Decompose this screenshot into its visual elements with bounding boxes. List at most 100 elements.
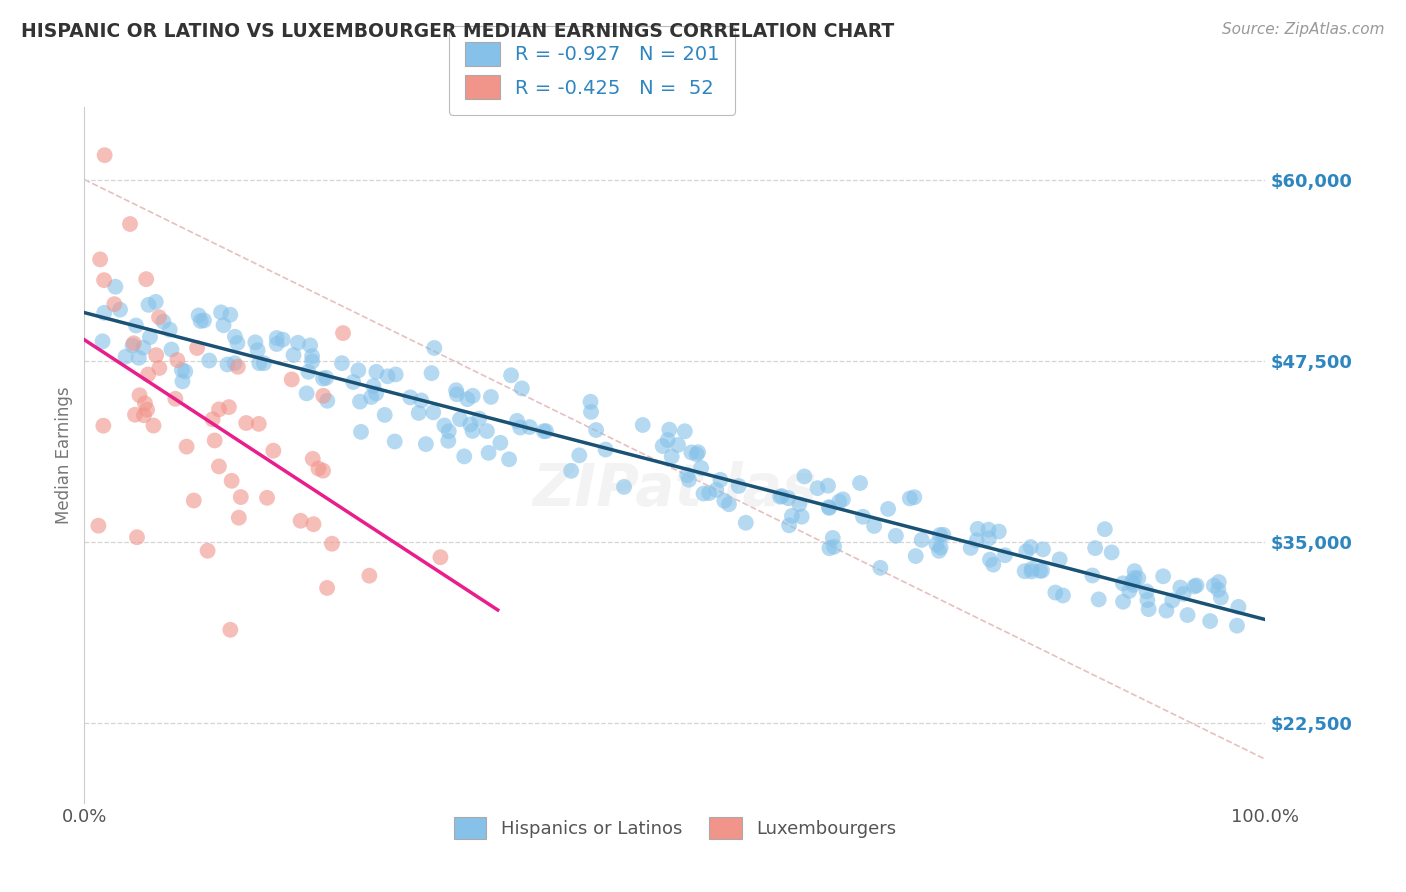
Point bbox=[1199, 614, 1222, 628]
Point bbox=[449, 412, 471, 426]
Point bbox=[1173, 587, 1195, 601]
Point bbox=[160, 343, 183, 357]
Point bbox=[692, 486, 714, 500]
Point bbox=[458, 417, 481, 432]
Point bbox=[219, 308, 242, 322]
Point bbox=[979, 552, 1001, 566]
Point bbox=[342, 375, 364, 389]
Point bbox=[350, 425, 373, 439]
Point bbox=[519, 420, 541, 434]
Point bbox=[453, 450, 475, 464]
Point bbox=[246, 343, 269, 358]
Point bbox=[235, 416, 257, 430]
Point bbox=[89, 252, 111, 267]
Point bbox=[307, 461, 329, 475]
Point bbox=[125, 318, 148, 333]
Point bbox=[437, 424, 460, 438]
Point bbox=[152, 315, 174, 329]
Point bbox=[165, 392, 187, 406]
Point bbox=[377, 369, 399, 384]
Point bbox=[256, 491, 278, 505]
Point bbox=[172, 375, 194, 389]
Point bbox=[136, 368, 159, 382]
Point bbox=[658, 423, 681, 437]
Point bbox=[93, 273, 115, 287]
Point bbox=[534, 424, 557, 438]
Point bbox=[793, 469, 815, 483]
Point bbox=[1123, 564, 1146, 578]
Point bbox=[928, 544, 950, 558]
Point bbox=[1031, 564, 1053, 578]
Point bbox=[911, 533, 934, 547]
Point bbox=[479, 390, 502, 404]
Point bbox=[1021, 565, 1043, 579]
Point bbox=[499, 368, 522, 383]
Point bbox=[208, 402, 231, 417]
Point bbox=[170, 363, 193, 377]
Point bbox=[681, 445, 703, 459]
Point bbox=[821, 531, 844, 545]
Point bbox=[226, 335, 249, 350]
Point bbox=[477, 446, 499, 460]
Point bbox=[360, 390, 382, 404]
Point bbox=[321, 537, 343, 551]
Point bbox=[498, 452, 520, 467]
Point bbox=[817, 479, 839, 493]
Point bbox=[823, 540, 845, 554]
Point bbox=[1087, 592, 1109, 607]
Point bbox=[283, 348, 305, 362]
Point bbox=[330, 356, 353, 370]
Point bbox=[198, 353, 221, 368]
Point bbox=[966, 533, 988, 548]
Point bbox=[818, 541, 841, 556]
Point bbox=[201, 412, 224, 426]
Point bbox=[506, 414, 529, 428]
Point bbox=[1156, 603, 1178, 617]
Point bbox=[224, 330, 246, 344]
Point bbox=[1123, 571, 1146, 585]
Point bbox=[297, 365, 319, 379]
Point bbox=[433, 418, 456, 433]
Point bbox=[903, 490, 925, 504]
Point bbox=[898, 491, 921, 506]
Point bbox=[218, 400, 240, 414]
Y-axis label: Median Earnings: Median Earnings bbox=[55, 386, 73, 524]
Point bbox=[253, 356, 276, 370]
Point bbox=[347, 363, 370, 377]
Point bbox=[981, 558, 1004, 572]
Point bbox=[135, 272, 157, 286]
Point bbox=[93, 148, 115, 162]
Point bbox=[145, 294, 167, 309]
Point bbox=[1081, 568, 1104, 582]
Point bbox=[384, 434, 406, 449]
Point bbox=[690, 461, 713, 475]
Point bbox=[676, 467, 699, 482]
Point bbox=[1177, 608, 1199, 623]
Point bbox=[423, 341, 446, 355]
Point bbox=[1137, 602, 1160, 616]
Point bbox=[349, 394, 371, 409]
Point bbox=[108, 302, 131, 317]
Point bbox=[295, 386, 318, 401]
Point bbox=[560, 464, 582, 478]
Point bbox=[128, 388, 150, 402]
Point bbox=[312, 389, 335, 403]
Point bbox=[159, 323, 181, 337]
Point bbox=[91, 334, 114, 349]
Point bbox=[139, 330, 162, 344]
Point bbox=[661, 450, 683, 464]
Point bbox=[1128, 571, 1150, 585]
Point bbox=[852, 509, 875, 524]
Point bbox=[166, 353, 188, 368]
Point bbox=[585, 423, 607, 437]
Point bbox=[778, 491, 800, 505]
Point bbox=[461, 389, 484, 403]
Point bbox=[301, 354, 323, 368]
Point bbox=[332, 326, 354, 340]
Point bbox=[1118, 583, 1140, 598]
Point bbox=[132, 409, 155, 423]
Point bbox=[579, 405, 602, 419]
Point bbox=[145, 348, 167, 362]
Point bbox=[828, 494, 851, 508]
Point bbox=[121, 338, 143, 352]
